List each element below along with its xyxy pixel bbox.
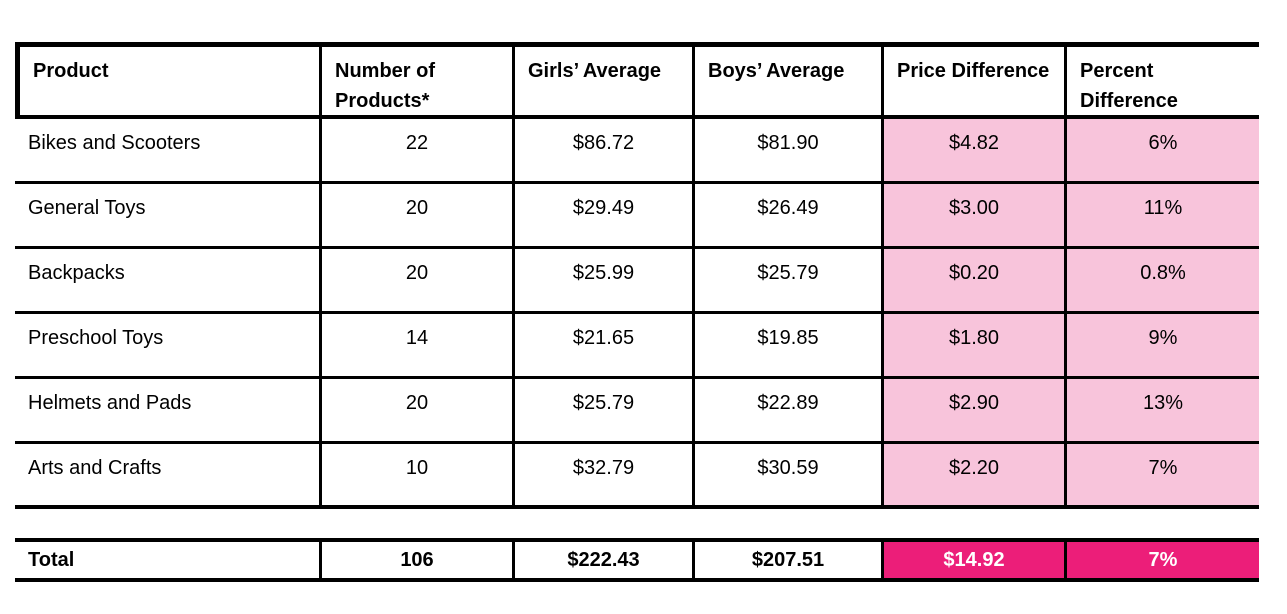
price-comparison-table: Product Number of Products* Girls’ Avera… — [15, 42, 1259, 582]
boys-average-cell: $19.85 — [695, 314, 884, 376]
table-row: Arts and Crafts 10 $32.79 $30.59 $2.20 7… — [15, 444, 1259, 509]
table-row: Preschool Toys 14 $21.65 $19.85 $1.80 9% — [15, 314, 1259, 379]
price-difference-cell: $2.90 — [884, 379, 1067, 441]
table-header-row: Product Number of Products* Girls’ Avera… — [15, 47, 1259, 119]
column-header-percent-difference: Percent Difference — [1080, 60, 1178, 112]
percent-difference-cell: 13% — [1067, 379, 1259, 441]
price-difference-cell: $0.20 — [884, 249, 1067, 311]
number-of-products-cell: 20 — [322, 249, 515, 311]
number-of-products-cell: 20 — [322, 184, 515, 246]
total-percent-difference: 7% — [1067, 542, 1259, 578]
price-difference-cell: $4.82 — [884, 119, 1067, 181]
number-of-products-cell: 22 — [322, 119, 515, 181]
boys-average-cell: $81.90 — [695, 119, 884, 181]
total-boys-average: $207.51 — [695, 542, 884, 578]
price-difference-cell: $3.00 — [884, 184, 1067, 246]
boys-average-cell: $22.89 — [695, 379, 884, 441]
percent-difference-cell: 0.8% — [1067, 249, 1259, 311]
price-difference-cell: $1.80 — [884, 314, 1067, 376]
percent-difference-cell: 6% — [1067, 119, 1259, 181]
total-girls-average: $222.43 — [515, 542, 695, 578]
number-of-products-cell: 10 — [322, 444, 515, 505]
boys-average-cell: $26.49 — [695, 184, 884, 246]
total-number-of-products: 106 — [322, 542, 515, 578]
product-cell: Arts and Crafts — [15, 444, 322, 505]
percent-difference-cell: 7% — [1067, 444, 1259, 505]
total-label: Total — [15, 542, 322, 578]
table-row: Backpacks 20 $25.99 $25.79 $0.20 0.8% — [15, 249, 1259, 314]
column-header-product: Product — [15, 47, 322, 115]
girls-average-cell: $86.72 — [515, 119, 695, 181]
girls-average-cell: $32.79 — [515, 444, 695, 505]
product-cell: Bikes and Scooters — [15, 119, 322, 181]
total-price-difference: $14.92 — [884, 542, 1067, 578]
table-row: Helmets and Pads 20 $25.79 $22.89 $2.90 … — [15, 379, 1259, 444]
product-cell: Helmets and Pads — [15, 379, 322, 441]
column-header-number-of-products: Number of Products* — [322, 47, 515, 115]
girls-average-cell: $25.79 — [515, 379, 695, 441]
table-body: Product Number of Products* Girls’ Avera… — [15, 42, 1259, 509]
number-of-products-cell: 14 — [322, 314, 515, 376]
boys-average-cell: $30.59 — [695, 444, 884, 505]
column-header-price-difference: Price Difference — [884, 47, 1067, 115]
boys-average-cell: $25.79 — [695, 249, 884, 311]
girls-average-cell: $29.49 — [515, 184, 695, 246]
product-cell: Backpacks — [15, 249, 322, 311]
girls-average-cell: $25.99 — [515, 249, 695, 311]
table-row: General Toys 20 $29.49 $26.49 $3.00 11% — [15, 184, 1259, 249]
number-of-products-cell: 20 — [322, 379, 515, 441]
girls-average-cell: $21.65 — [515, 314, 695, 376]
price-difference-cell: $2.20 — [884, 444, 1067, 505]
product-cell: General Toys — [15, 184, 322, 246]
percent-difference-cell: 9% — [1067, 314, 1259, 376]
product-cell: Preschool Toys — [15, 314, 322, 376]
table-total-row: Total 106 $222.43 $207.51 $14.92 7% — [15, 538, 1259, 582]
column-header-girls-average: Girls’ Average — [515, 47, 695, 115]
table-row: Bikes and Scooters 22 $86.72 $81.90 $4.8… — [15, 119, 1259, 184]
column-header-boys-average: Boys’ Average — [695, 47, 884, 115]
percent-difference-cell: 11% — [1067, 184, 1259, 246]
